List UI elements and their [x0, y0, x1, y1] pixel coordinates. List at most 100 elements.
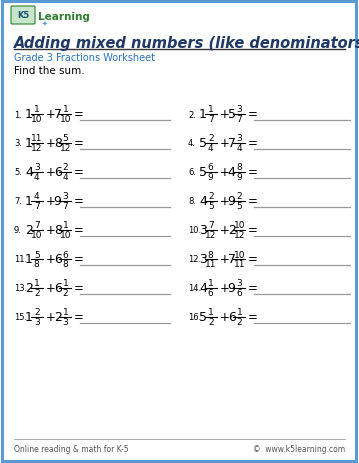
Text: 12: 12	[205, 231, 216, 240]
Text: 12.: 12.	[188, 255, 201, 264]
Text: +: +	[220, 166, 229, 179]
Text: 6: 6	[54, 166, 61, 179]
Text: =: =	[73, 253, 83, 266]
Text: Grade 3 Fractions Worksheet: Grade 3 Fractions Worksheet	[14, 53, 155, 63]
Text: 7.: 7.	[14, 197, 22, 206]
Text: 2: 2	[25, 224, 33, 237]
Text: 5: 5	[34, 250, 39, 259]
Text: 9.: 9.	[14, 226, 22, 235]
Text: 4: 4	[199, 195, 207, 208]
Text: 8.: 8.	[188, 197, 196, 206]
Text: +: +	[220, 195, 229, 208]
Text: 4: 4	[62, 173, 68, 182]
Text: =: =	[73, 224, 83, 237]
Text: +: +	[220, 311, 229, 324]
Text: 2: 2	[54, 311, 61, 324]
Text: =: =	[247, 253, 257, 266]
Text: 10.: 10.	[188, 226, 201, 235]
FancyBboxPatch shape	[11, 7, 35, 25]
Text: 1: 1	[25, 108, 33, 121]
Text: 7: 7	[237, 115, 242, 124]
Text: 7: 7	[34, 221, 39, 230]
Text: 7: 7	[208, 221, 214, 230]
Text: 10: 10	[234, 250, 245, 259]
Text: 5: 5	[208, 202, 214, 211]
Text: 9: 9	[228, 282, 236, 295]
Text: 8: 8	[208, 250, 214, 259]
Text: 1: 1	[237, 308, 242, 317]
Text: 3: 3	[237, 279, 242, 288]
Text: 6: 6	[62, 250, 68, 259]
Text: 11: 11	[234, 260, 245, 269]
Text: 1: 1	[208, 279, 214, 288]
Text: 2: 2	[208, 318, 214, 327]
Text: 4: 4	[228, 166, 236, 179]
Text: 2: 2	[34, 289, 39, 298]
Text: =: =	[73, 137, 83, 150]
Text: 2: 2	[62, 289, 68, 298]
Text: 11: 11	[205, 260, 216, 269]
Text: Find the sum.: Find the sum.	[14, 66, 85, 76]
Text: K5: K5	[17, 12, 29, 20]
Text: =: =	[73, 195, 83, 208]
Text: 10: 10	[60, 115, 71, 124]
Text: 10: 10	[60, 231, 71, 240]
Text: 11: 11	[31, 134, 42, 143]
Text: 3.: 3.	[14, 139, 22, 148]
Text: 4: 4	[34, 192, 39, 201]
Text: 7: 7	[62, 202, 68, 211]
Text: 10: 10	[234, 221, 245, 230]
Text: =: =	[73, 166, 83, 179]
Text: 12: 12	[60, 144, 71, 153]
Text: 5: 5	[237, 202, 242, 211]
Text: 5.: 5.	[14, 168, 22, 177]
Text: 8: 8	[237, 163, 242, 172]
Text: 2: 2	[237, 318, 242, 327]
Text: +: +	[220, 253, 229, 266]
Text: 2: 2	[25, 282, 33, 295]
Text: 9: 9	[208, 173, 214, 182]
Text: 5: 5	[199, 166, 207, 179]
Text: 5: 5	[62, 134, 68, 143]
Text: 10: 10	[31, 115, 42, 124]
Text: 13.: 13.	[14, 284, 27, 293]
Text: 9: 9	[54, 195, 61, 208]
Text: 2: 2	[208, 134, 214, 143]
Text: 8: 8	[54, 224, 62, 237]
Text: 1: 1	[25, 253, 33, 266]
Text: 7: 7	[228, 253, 236, 266]
Text: 6: 6	[237, 289, 242, 298]
Text: +: +	[46, 253, 56, 266]
Text: 2: 2	[34, 308, 39, 317]
Text: 5: 5	[228, 108, 236, 121]
Text: 1: 1	[62, 105, 68, 114]
Text: =: =	[247, 195, 257, 208]
Text: =: =	[247, 166, 257, 179]
Text: 8: 8	[54, 137, 62, 150]
Text: 8: 8	[34, 260, 39, 269]
Text: +: +	[46, 311, 56, 324]
Text: 12: 12	[31, 144, 42, 153]
Text: =: =	[73, 311, 83, 324]
Text: 2: 2	[208, 192, 214, 201]
Text: 4: 4	[237, 144, 242, 153]
Text: 6: 6	[54, 282, 61, 295]
Text: 4: 4	[25, 166, 33, 179]
Text: 3: 3	[199, 253, 207, 266]
Text: 14.: 14.	[188, 284, 201, 293]
Text: 1: 1	[208, 308, 214, 317]
Text: 1: 1	[25, 195, 33, 208]
Text: +: +	[46, 108, 56, 121]
Text: 7: 7	[54, 108, 62, 121]
Text: ✦: ✦	[42, 21, 48, 27]
Text: 16.: 16.	[188, 313, 201, 322]
Text: 11.: 11.	[14, 255, 27, 264]
Text: 3: 3	[237, 105, 242, 114]
Text: 3: 3	[62, 192, 68, 201]
Text: 3: 3	[34, 318, 39, 327]
FancyBboxPatch shape	[2, 2, 356, 461]
Text: 1: 1	[62, 279, 68, 288]
Text: 2: 2	[237, 192, 242, 201]
Text: 7: 7	[228, 137, 236, 150]
Text: +: +	[220, 224, 229, 237]
